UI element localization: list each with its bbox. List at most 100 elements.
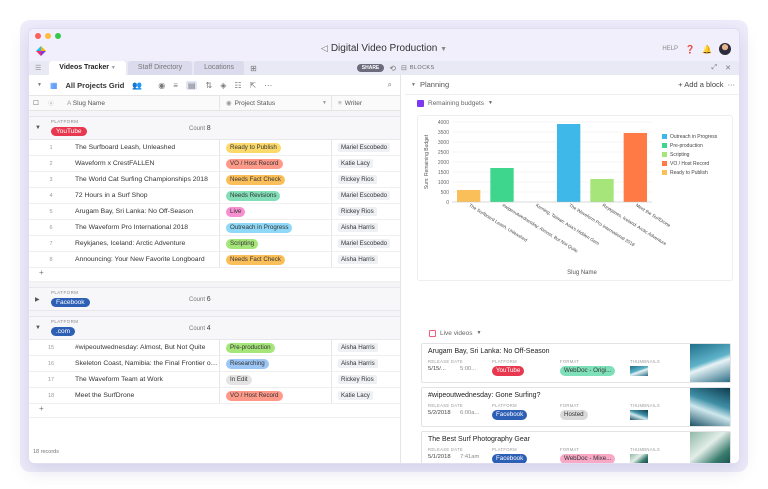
cell-writer[interactable]: Mariel Escobedo <box>331 236 391 251</box>
collaborators-icon[interactable]: 👥 <box>132 80 143 90</box>
group-header[interactable]: ▼ PLATFORM YouTube Count 8 <box>29 116 400 140</box>
hide-fields-icon[interactable]: ◉ <box>158 80 166 90</box>
column-header-project-status[interactable]: ◉ Project Status ▼ <box>219 96 331 110</box>
collapse-group-icon[interactable]: ▼ <box>35 325 41 331</box>
thumbnail-image[interactable] <box>630 454 648 463</box>
add-block-button[interactable]: + Add a block <box>678 80 724 89</box>
column-header-slug-name[interactable]: A Slug Name <box>59 100 219 107</box>
chart-block-title[interactable]: Remaining budgets <box>428 99 485 107</box>
table-row[interactable]: 18 Meet the SurfDrone VO / Host Record K… <box>29 388 400 404</box>
cell-slug-name[interactable]: Waveform x CrestFALLEN <box>75 160 155 167</box>
app-logo-icon[interactable] <box>35 45 47 57</box>
cell-slug-name[interactable]: 72 Hours in a Surf Shop <box>75 192 148 199</box>
live-video-card[interactable]: The Best Surf Photography Gear RELEASE D… <box>421 431 731 463</box>
maximize-window-button[interactable] <box>55 33 61 39</box>
cell-slug-name[interactable]: The Waveform Team at Work <box>75 376 163 383</box>
menu-icon[interactable]: ☰ <box>35 65 42 72</box>
cell-project-status[interactable]: Scripting <box>219 236 331 251</box>
views-dropdown-icon[interactable]: ▼ <box>37 82 42 88</box>
cell-slug-name[interactable]: #wipeoutwednesday: Almost, But Not Quite <box>75 344 206 351</box>
cell-project-status[interactable]: In Edit <box>219 372 331 387</box>
blocks-button[interactable]: BLOCKS <box>409 65 435 71</box>
group-header[interactable]: ▼ PLATFORM .com Count 4 <box>29 316 400 340</box>
table-row[interactable]: 6 The Waveform Pro International 2018 Ou… <box>29 220 400 236</box>
table-row[interactable]: 15 #wipeoutwednesday: Almost, But Not Qu… <box>29 340 400 356</box>
help-icon[interactable]: ❓ <box>685 44 696 54</box>
close-window-button[interactable] <box>35 33 41 39</box>
table-row[interactable]: 3 The World Cat Surfing Championships 20… <box>29 172 400 188</box>
dashboard-name[interactable]: Planning <box>419 80 450 89</box>
chevron-down-icon[interactable]: ▼ <box>476 330 482 336</box>
share-button[interactable]: SHARE <box>356 64 385 72</box>
table-row[interactable]: 17 The Waveform Team at Work In Edit Ric… <box>29 372 400 388</box>
table-row[interactable]: 7 Reykjanes, Iceland: Arctic Adventure S… <box>29 236 400 252</box>
add-table-icon[interactable]: ⊞ <box>250 63 257 73</box>
sort-icon[interactable]: ⇅ <box>205 80 213 90</box>
color-icon[interactable]: ◈ <box>220 80 227 90</box>
cell-project-status[interactable]: VO / Host Record <box>219 156 331 171</box>
view-name[interactable]: All Projects Grid <box>65 80 125 90</box>
cell-writer[interactable]: Rickey Rios <box>331 372 391 387</box>
cell-writer[interactable]: Katie Lacy <box>331 388 391 403</box>
chevron-down-icon[interactable]: ▼ <box>411 81 416 88</box>
cell-project-status[interactable]: Live <box>219 204 331 219</box>
cell-slug-name[interactable]: The Waveform Pro International 2018 <box>75 224 189 231</box>
cell-slug-name[interactable]: Reykjanes, Iceland: Arctic Adventure <box>75 240 186 247</box>
cell-writer[interactable]: Aisha Harris <box>331 340 391 355</box>
cell-project-status[interactable]: Ready to Publish <box>219 140 331 155</box>
base-title[interactable]: ◁ Digital Video Production ▼ <box>29 43 739 54</box>
search-icon[interactable]: ⌕ <box>387 80 392 89</box>
cell-slug-name[interactable]: The Surfboard Leash, Unleashed <box>75 144 176 151</box>
live-video-card[interactable]: Arugam Bay, Sri Lanka: No Off-Season REL… <box>421 343 731 383</box>
blocks-icon[interactable]: ⊟ <box>400 65 407 72</box>
live-video-card[interactable]: #wipeoutwednesday: Gone Surfing? RELEASE… <box>421 387 731 427</box>
cell-project-status[interactable]: Pre-production <box>219 340 331 355</box>
table-row[interactable]: 1 The Surfboard Leash, Unleashed Ready t… <box>29 140 400 156</box>
share-view-icon[interactable]: ⇱ <box>249 80 257 90</box>
expand-group-icon[interactable]: ▶ <box>35 297 40 303</box>
select-all-checkbox[interactable]: ☐ <box>33 100 39 107</box>
filter-icon[interactable]: ≡ <box>173 80 178 90</box>
cell-slug-name[interactable]: Announcing: Your New Favorite Longboard <box>75 256 205 263</box>
cell-project-status[interactable]: Needs Revisions <box>219 188 331 203</box>
history-icon[interactable]: ⟲ <box>389 63 396 73</box>
cell-writer[interactable]: Rickey Rios <box>331 172 391 187</box>
cell-project-status[interactable]: Needs Fact Check <box>219 252 331 267</box>
table-row[interactable]: 8 Announcing: Your New Favorite Longboar… <box>29 252 400 268</box>
cell-project-status[interactable]: Researching <box>219 356 331 371</box>
help-link[interactable]: HELP <box>662 46 679 52</box>
thumbnail-image[interactable] <box>630 366 648 376</box>
cell-slug-name[interactable]: Arugam Bay, Sri Lanka: No Off-Season <box>75 208 193 215</box>
tab-locations[interactable]: Locations <box>194 61 245 75</box>
cell-writer[interactable]: Mariel Escobedo <box>331 188 391 203</box>
tab-staff-directory[interactable]: Staff Directory <box>127 61 193 75</box>
add-record-button[interactable]: + <box>29 404 400 418</box>
thumbnail-image[interactable] <box>630 410 648 420</box>
group-header[interactable]: ▶ PLATFORM Facebook Count 6 <box>29 287 400 311</box>
table-row[interactable]: 2 Waveform x CrestFALLEN VO / Host Recor… <box>29 156 400 172</box>
cell-writer[interactable]: Aisha Harris <box>331 356 391 371</box>
cell-writer[interactable]: Katie Lacy <box>331 156 391 171</box>
table-row[interactable]: 4 72 Hours in a Surf Shop Needs Revision… <box>29 188 400 204</box>
notifications-icon[interactable]: 🔔 <box>702 44 712 54</box>
cell-slug-name[interactable]: Meet the SurfDrone <box>75 392 135 399</box>
cell-writer[interactable]: Aisha Harris <box>331 252 391 267</box>
row-height-icon[interactable]: ☷ <box>234 80 242 90</box>
column-header-writer[interactable]: ≡ Writer <box>331 96 391 110</box>
cell-project-status[interactable]: VO / Host Record <box>219 388 331 403</box>
cell-writer[interactable]: Aisha Harris <box>331 220 391 235</box>
cell-project-status[interactable]: Outreach in Progress <box>219 220 331 235</box>
live-videos-block-title[interactable]: Live videos <box>440 329 473 337</box>
tab-videos-tracker[interactable]: Videos Tracker ▼ <box>49 61 126 75</box>
group-icon[interactable]: ▤ <box>185 80 198 90</box>
minimize-window-button[interactable] <box>45 33 51 39</box>
add-record-button[interactable]: + <box>29 268 400 282</box>
cell-slug-name[interactable]: Skeleton Coast, Namibia: the Final Front… <box>75 360 219 367</box>
close-blocks-icon[interactable]: ✕ <box>725 65 731 72</box>
expand-icon[interactable]: ⤢ <box>711 64 718 71</box>
table-row[interactable]: 5 Arugam Bay, Sri Lanka: No Off-Season L… <box>29 204 400 220</box>
more-icon[interactable]: ⋯ <box>264 80 273 90</box>
cell-project-status[interactable]: Needs Fact Check <box>219 172 331 187</box>
table-row[interactable]: 16 Skeleton Coast, Namibia: the Final Fr… <box>29 356 400 372</box>
more-icon[interactable]: ⋯ <box>727 80 736 89</box>
